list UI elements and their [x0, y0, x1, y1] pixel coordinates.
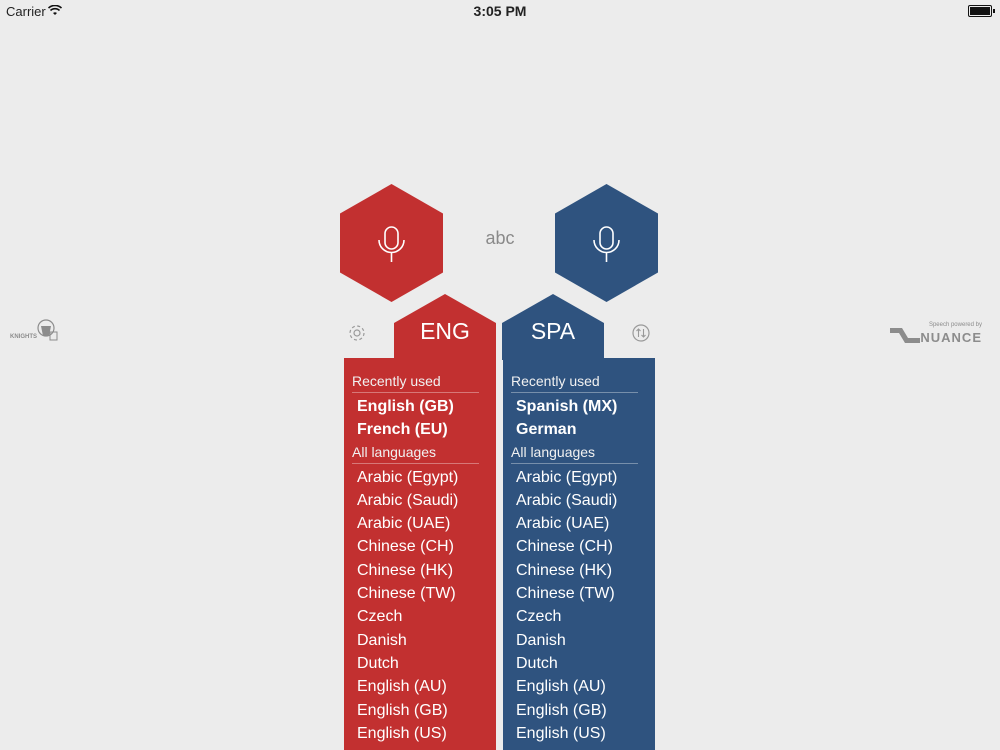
nuance-brand: NUANCE [920, 330, 982, 345]
list-item[interactable]: Arabic (Egypt) [516, 468, 618, 486]
list-item[interactable]: Chinese (CH) [516, 538, 613, 556]
list-item[interactable]: Dutch [357, 654, 399, 672]
list-item[interactable]: English (GB) [516, 701, 607, 719]
list-item[interactable]: English (GB) [357, 398, 454, 415]
source-language-list[interactable]: Recently used English (GB) French (EU) A… [344, 358, 496, 750]
all-languages-header: All languages [352, 442, 479, 464]
list-item[interactable]: Arabic (Egypt) [357, 468, 459, 486]
nuance-logo: Speech powered by NUANCE [890, 322, 982, 346]
list-item[interactable]: German [516, 421, 577, 439]
status-bar: Carrier 3:05 PM [0, 0, 1000, 22]
list-item[interactable]: English (US) [357, 724, 447, 742]
list-item[interactable]: Chinese (TW) [357, 585, 456, 603]
wifi-icon [47, 4, 63, 19]
right-mic-button[interactable] [555, 184, 658, 302]
target-language-tab[interactable]: SPA [502, 294, 604, 360]
list-item[interactable]: Arabic (Saudi) [357, 491, 459, 509]
list-item[interactable]: Chinese (HK) [357, 561, 454, 579]
source-language-code: ENG [420, 318, 470, 344]
list-item[interactable]: English (GB) [357, 701, 448, 719]
list-item[interactable]: Czech [516, 608, 562, 626]
list-item[interactable]: Chinese (CH) [357, 538, 454, 556]
microphone-icon [593, 226, 620, 262]
battery-icon [968, 5, 995, 17]
list-item[interactable]: English (AU) [357, 678, 447, 696]
list-item[interactable]: Czech [357, 608, 403, 626]
list-item[interactable]: Spanish (MX) [516, 398, 618, 415]
list-item[interactable]: Chinese (TW) [516, 585, 615, 603]
list-item[interactable]: Dutch [516, 654, 558, 672]
list-item[interactable]: Danish [357, 631, 407, 649]
recently-used-header: Recently used [352, 371, 479, 393]
microphone-icon [378, 226, 405, 262]
text-input-toggle[interactable]: abc [485, 228, 515, 248]
speech-powered-by-caption: Speech powered by [928, 322, 982, 328]
clock: 3:05 PM [473, 3, 527, 19]
left-mic-button[interactable] [340, 184, 443, 302]
carrier-label: Carrier [6, 4, 46, 19]
list-item[interactable]: Chinese (HK) [516, 561, 613, 579]
list-item[interactable]: English (AU) [516, 678, 606, 696]
target-language-code: SPA [530, 318, 576, 344]
list-item[interactable]: Arabic (UAE) [516, 515, 610, 533]
gear-icon[interactable] [347, 323, 367, 348]
target-language-list[interactable]: Recently used Spanish (MX) German All la… [503, 358, 655, 750]
list-item[interactable]: Arabic (Saudi) [516, 491, 618, 509]
list-item[interactable]: French (EU) [357, 421, 448, 439]
list-item[interactable]: Arabic (UAE) [357, 515, 451, 533]
list-item[interactable]: Danish [516, 631, 566, 649]
source-language-tab[interactable]: ENG [394, 294, 496, 360]
swap-arrows-icon[interactable] [631, 323, 651, 348]
all-languages-header: All languages [511, 442, 638, 464]
knights-brand: KNIGHTS [10, 334, 37, 340]
list-item[interactable]: English (US) [516, 724, 606, 742]
recently-used-header: Recently used [511, 371, 638, 393]
